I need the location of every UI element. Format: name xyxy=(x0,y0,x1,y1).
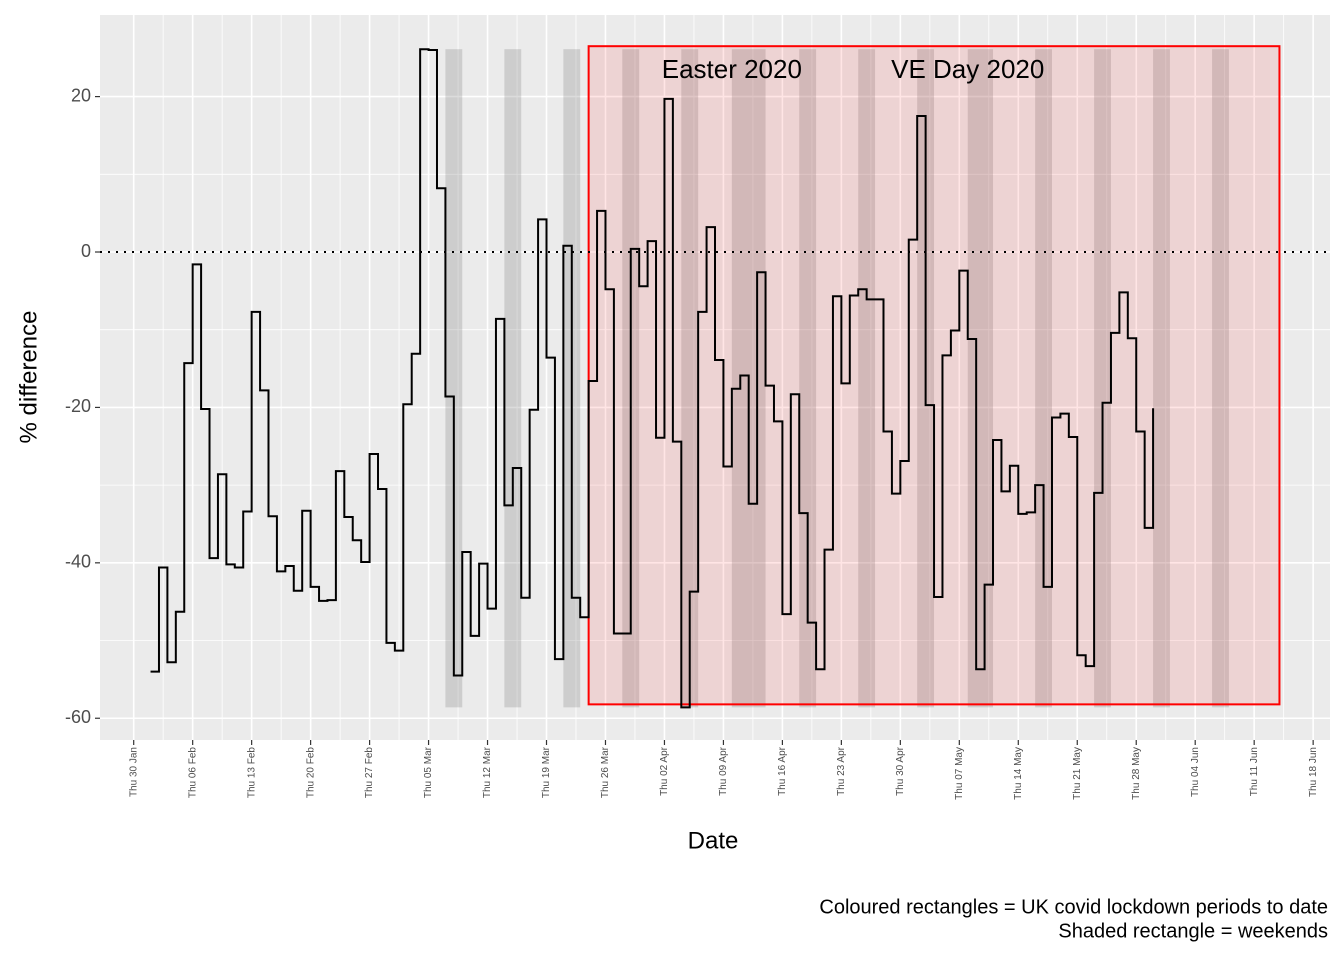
x-tick-label: Thu 28 May xyxy=(1131,747,1142,800)
x-tick-label: Thu 20 Feb xyxy=(305,747,316,799)
caption: Coloured rectangles = UK covid lockdown … xyxy=(819,896,1328,918)
y-tick-label: -40 xyxy=(65,552,91,572)
x-tick-label: Thu 27 Feb xyxy=(364,747,375,799)
shading xyxy=(445,45,1281,708)
weekend-shade xyxy=(1094,49,1111,708)
x-tick-label: Thu 18 Jun xyxy=(1308,747,1319,797)
weekend-shade xyxy=(1212,49,1229,708)
x-tick-label: Thu 21 May xyxy=(1072,747,1083,800)
weekend-shade xyxy=(1153,49,1170,708)
y-tick-label: 0 xyxy=(81,241,91,261)
x-tick-label: Thu 26 Mar xyxy=(600,746,611,798)
x-tick-label: Thu 12 Mar xyxy=(482,746,493,798)
x-tick-label: Thu 23 Apr xyxy=(836,746,847,796)
weekend-shade xyxy=(967,49,994,708)
lockdown-period xyxy=(587,45,1281,706)
caption: Shaded rectangle = weekends xyxy=(1058,920,1328,942)
grid xyxy=(100,15,1330,740)
weekend-shade xyxy=(445,49,463,708)
y-axis-title: % difference xyxy=(15,311,42,444)
x-tick-label: Thu 14 May xyxy=(1013,747,1024,800)
x-tick-label: Thu 13 Feb xyxy=(246,747,257,799)
weekend-shade xyxy=(799,49,817,708)
data-line xyxy=(150,48,1155,709)
x-tick-label: Thu 05 Mar xyxy=(423,746,434,798)
plot-area: Easter 2020 VE Day 2020 xyxy=(100,48,1330,709)
x-tick-label: Thu 16 Apr xyxy=(777,746,788,796)
x-tick-label: Thu 09 Apr xyxy=(718,746,729,796)
y-tick-label: 20 xyxy=(71,85,91,105)
x-tick-label: Thu 06 Feb xyxy=(187,747,198,799)
annotation: Easter 2020 xyxy=(662,54,802,84)
weekend-shade xyxy=(681,49,699,708)
axes: -60 -40 -20 0 20 Thu 30 Jan Thu 06 Feb Thu 13 F… xyxy=(65,85,1319,799)
x-tick-label: Thu 11 Jun xyxy=(1249,747,1260,796)
x-tick-label: Thu 19 Mar xyxy=(541,746,552,798)
x-axis-title: Date xyxy=(688,827,739,854)
y-tick-label: -20 xyxy=(65,396,91,416)
x-tick-label: Thu 30 Jan xyxy=(128,747,139,797)
x-tick-label: Thu 07 May xyxy=(954,747,965,800)
weekend-shade xyxy=(504,49,522,708)
y-tick-label: -60 xyxy=(65,707,91,727)
x-tick-label: Thu 04 Jun xyxy=(1190,747,1201,797)
weekend-shade xyxy=(858,49,876,708)
x-tick-label: Thu 02 Apr xyxy=(659,746,670,796)
annotation: VE Day 2020 xyxy=(891,54,1044,84)
x-tick-label: Thu 30 Apr xyxy=(895,746,906,796)
panel-background xyxy=(100,15,1330,740)
weekend-shade xyxy=(1035,49,1052,708)
